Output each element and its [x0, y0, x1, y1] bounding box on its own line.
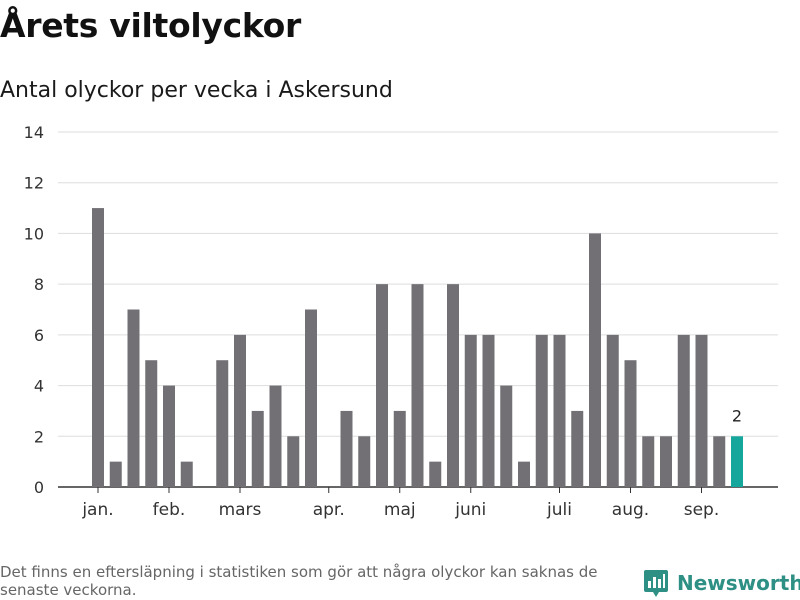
bar	[269, 385, 282, 487]
x-tick-label: jan.	[81, 500, 113, 520]
bar	[340, 410, 353, 487]
bar	[518, 461, 530, 487]
bar	[393, 410, 406, 487]
bar-data-label: 2	[732, 406, 742, 425]
bar	[589, 233, 601, 487]
bar	[127, 309, 140, 487]
bar-chart: 0 2 4 6 8 10 12 14 2 jan. feb. mars apr. maj juni juli a…	[24, 123, 778, 520]
bar	[234, 334, 246, 487]
y-tick-label: 4	[34, 377, 44, 396]
bar	[92, 208, 104, 488]
chart-title: Årets viltolyckor	[0, 6, 301, 45]
y-tick-label: 12	[24, 174, 44, 193]
x-tick-label: apr.	[313, 500, 345, 520]
bar	[482, 334, 495, 487]
bar	[677, 334, 690, 487]
y-tick-label: 8	[34, 275, 44, 294]
bar	[642, 436, 655, 487]
x-tick-label: aug.	[612, 500, 649, 520]
bar-highlight	[731, 436, 743, 487]
bar	[251, 410, 264, 487]
x-tick-label: feb.	[153, 500, 186, 520]
bar	[145, 360, 158, 487]
y-tick-label: 10	[24, 224, 44, 243]
bar	[447, 284, 459, 487]
brand-logo[interactable]: Newsworthy	[643, 568, 800, 598]
bar	[713, 436, 726, 487]
bar	[287, 436, 300, 487]
bar	[429, 461, 442, 487]
bar	[163, 385, 175, 487]
label-layer: 0 2 4 6 8 10 12 14 2 jan. feb. mars apr. maj juni juli a…	[24, 123, 742, 520]
x-tick-label: juli	[546, 500, 572, 520]
brand-name: Newsworthy	[677, 571, 800, 595]
y-tick-label: 14	[24, 123, 44, 142]
bar	[660, 436, 672, 487]
bar	[695, 334, 708, 487]
y-tick-label: 6	[34, 326, 44, 345]
bar	[376, 284, 388, 487]
bar	[109, 461, 122, 487]
bar	[571, 410, 584, 487]
chart-subtitle: Antal olyckor per vecka i Askersund	[0, 78, 393, 103]
bar-layer	[92, 208, 743, 488]
footnote: Det finns en eftersläpning i statistiken…	[0, 563, 598, 599]
bar	[305, 309, 317, 487]
bar	[180, 461, 193, 487]
bar	[553, 334, 566, 487]
bar	[624, 360, 637, 487]
x-tick-label: sep.	[684, 500, 720, 520]
bar	[411, 284, 424, 487]
newsworthy-icon	[644, 570, 668, 597]
bar	[606, 334, 619, 487]
x-tick-label: juni	[454, 500, 486, 520]
bar	[358, 436, 371, 487]
y-tick-label: 2	[34, 427, 44, 446]
x-tick-label: mars	[219, 500, 262, 520]
y-tick-label: 0	[34, 478, 44, 497]
bar	[500, 385, 513, 487]
bar	[216, 360, 229, 487]
bar	[464, 334, 477, 487]
bar	[535, 334, 548, 487]
x-tick-label: maj	[384, 500, 416, 520]
